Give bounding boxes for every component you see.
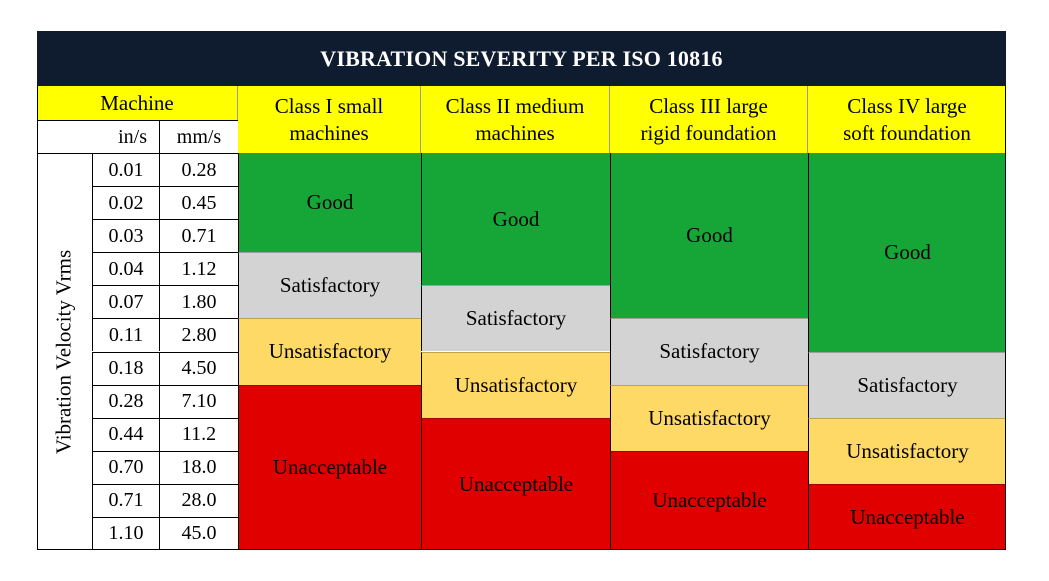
class-column-3: Good Satisfactory Unsatisfactory Unacceptab… — [610, 153, 808, 550]
zone-satisfactory: Satisfactory — [808, 351, 1006, 418]
row-in-s-value: 1.10 — [92, 516, 159, 550]
row-in-s-value: 0.44 — [92, 417, 159, 451]
zone-satisfactory: Satisfactory — [421, 285, 610, 352]
class-header-4-line2: soft foundation — [843, 120, 971, 145]
zone-unacceptable: Unacceptable — [421, 417, 610, 550]
zone-good: Good — [421, 153, 610, 286]
row-mm-s-value: 45.0 — [159, 516, 238, 550]
row-mm-s-value: 11.2 — [159, 417, 238, 451]
zone-good: Good — [238, 153, 421, 253]
row-mm-s-value: 4.50 — [159, 351, 238, 385]
class-column-4: Good Satisfactory Unsatisfactory Unacceptab… — [808, 153, 1006, 550]
table-title: VIBRATION SEVERITY PER ISO 10816 — [37, 31, 1006, 86]
machine-header: Machine — [37, 86, 238, 120]
class-header-3-line1: Class III large — [649, 93, 768, 118]
row-mm-s-value: 0.71 — [159, 219, 238, 253]
row-mm-s-value: 0.45 — [159, 186, 238, 220]
row-in-s-value: 0.11 — [92, 318, 159, 352]
zone-unsatisfactory: Unsatisfactory — [808, 417, 1006, 484]
class-header-4: Class IV large soft foundation — [808, 86, 1006, 153]
zone-satisfactory: Satisfactory — [238, 252, 421, 319]
class-header-4-line1: Class IV large — [847, 93, 967, 118]
zone-unsatisfactory: Unsatisfactory — [421, 351, 610, 418]
zone-unacceptable: Unacceptable — [610, 450, 808, 550]
row-label-cell: Vibration Velocity Vrms — [37, 153, 92, 550]
class-header-1: Class I small machines — [238, 86, 421, 153]
zone-good: Good — [808, 153, 1006, 352]
class-column-1: Good Satisfactory Unsatisfactory Unacceptab… — [238, 153, 421, 550]
row-mm-s-value: 0.28 — [159, 153, 238, 187]
row-mm-s-value: 7.10 — [159, 384, 238, 418]
zone-satisfactory: Satisfactory — [610, 318, 808, 385]
row-mm-s-value: 2.80 — [159, 318, 238, 352]
class-header-3: Class III large rigid foundation — [610, 86, 808, 153]
row-in-s-value: 0.01 — [92, 153, 159, 187]
class-header-2-line2: machines — [475, 120, 555, 145]
zone-unsatisfactory: Unsatisfactory — [238, 318, 421, 385]
units-spacer — [37, 120, 92, 153]
row-in-s-value: 0.03 — [92, 219, 159, 253]
row-mm-s-value: 18.0 — [159, 450, 238, 484]
row-mm-s-value: 1.80 — [159, 285, 238, 319]
row-in-s-value: 0.18 — [92, 351, 159, 385]
zone-unacceptable: Unacceptable — [808, 483, 1006, 550]
class-header-1-line2: machines — [289, 120, 369, 145]
class-header-2: Class II medium machines — [421, 86, 610, 153]
row-in-s-value: 0.28 — [92, 384, 159, 418]
zone-unacceptable: Unacceptable — [238, 384, 421, 550]
row-mm-s-value: 28.0 — [159, 483, 238, 517]
class-header-2-line1: Class II medium — [445, 93, 585, 118]
class-column-2: Good Satisfactory Unsatisfactory Unacceptab… — [421, 153, 610, 550]
row-mm-s-value: 1.12 — [159, 252, 238, 286]
row-label: Vibration Velocity Vrms — [51, 249, 76, 455]
class-header-3-line2: rigid foundation — [640, 120, 777, 145]
class-header-1-line1: Class I small — [274, 93, 384, 118]
unit-in-s: in/s — [92, 120, 159, 153]
row-in-s-value: 0.04 — [92, 252, 159, 286]
severity-table: VIBRATION SEVERITY PER ISO 10816 Machine… — [37, 31, 1006, 550]
row-in-s-value: 0.70 — [92, 450, 159, 484]
zone-unsatisfactory: Unsatisfactory — [610, 384, 808, 451]
row-in-s-value: 0.07 — [92, 285, 159, 319]
row-in-s-value: 0.02 — [92, 186, 159, 220]
zone-good: Good — [610, 153, 808, 319]
row-in-s-value: 0.71 — [92, 483, 159, 517]
unit-mm-s: mm/s — [159, 120, 238, 153]
